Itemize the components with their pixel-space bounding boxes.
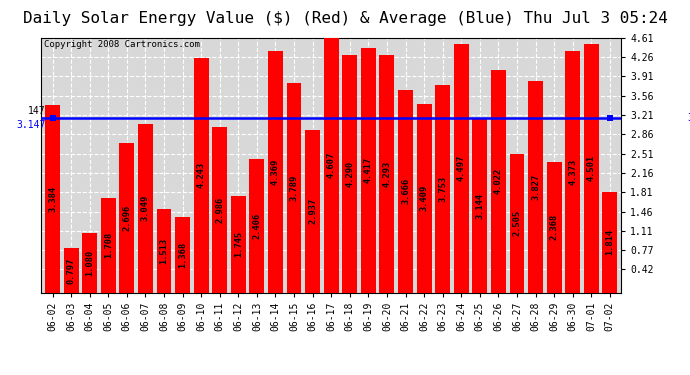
Text: 0.797: 0.797	[67, 257, 76, 284]
Text: 4.293: 4.293	[382, 160, 391, 187]
Bar	[231, 196, 246, 292]
Bar	[602, 192, 618, 292]
Bar	[565, 51, 580, 292]
Text: 3.666: 3.666	[401, 178, 410, 204]
Bar	[82, 233, 97, 292]
Text: 3.144: 3.144	[475, 192, 484, 219]
Text: 4.607: 4.607	[326, 152, 336, 178]
Bar	[528, 81, 543, 292]
Text: 4.501: 4.501	[586, 155, 595, 181]
Text: 1.080: 1.080	[85, 249, 95, 276]
Text: 3.827: 3.827	[531, 174, 540, 200]
Bar	[101, 198, 116, 292]
Text: 4.417: 4.417	[364, 157, 373, 183]
Text: 2.696: 2.696	[122, 205, 131, 231]
Bar	[417, 104, 431, 292]
Bar	[157, 209, 171, 292]
Bar	[250, 159, 264, 292]
Bar	[45, 105, 60, 292]
Bar	[361, 48, 376, 292]
Text: 3.049: 3.049	[141, 195, 150, 221]
Text: 4.022: 4.022	[494, 168, 503, 194]
Text: 4.497: 4.497	[457, 155, 466, 181]
Text: 4.369: 4.369	[271, 159, 280, 185]
Bar	[546, 162, 562, 292]
Text: 3.147: 3.147	[688, 113, 690, 123]
Bar	[473, 118, 487, 292]
Text: 1.814: 1.814	[605, 229, 614, 255]
Bar	[194, 58, 208, 292]
Text: 1.745: 1.745	[234, 231, 243, 257]
Text: 147: 147	[28, 106, 46, 116]
Bar	[138, 124, 153, 292]
Text: 4.373: 4.373	[568, 158, 578, 184]
Bar	[509, 154, 524, 292]
Bar	[175, 217, 190, 292]
Bar	[491, 70, 506, 292]
Bar	[286, 83, 302, 292]
Bar	[305, 130, 320, 292]
Bar	[342, 55, 357, 292]
Text: 1.513: 1.513	[159, 237, 168, 264]
Bar	[435, 85, 450, 292]
Text: Copyright 2008 Cartronics.com: Copyright 2008 Cartronics.com	[44, 40, 200, 49]
Text: 2.406: 2.406	[253, 213, 262, 239]
Text: 2.368: 2.368	[550, 214, 559, 240]
Text: 4.243: 4.243	[197, 162, 206, 188]
Text: 2.505: 2.505	[513, 210, 522, 236]
Text: 3.753: 3.753	[438, 176, 447, 202]
Bar	[324, 38, 339, 292]
Bar	[63, 248, 79, 292]
Text: 2.986: 2.986	[215, 197, 224, 223]
Text: 2.937: 2.937	[308, 198, 317, 224]
Bar	[119, 143, 135, 292]
Bar	[398, 90, 413, 292]
Text: 3.147: 3.147	[17, 120, 46, 130]
Text: 1.368: 1.368	[178, 242, 187, 268]
Text: 3.384: 3.384	[48, 186, 57, 212]
Text: 1.708: 1.708	[104, 232, 112, 258]
Bar	[454, 44, 469, 292]
Text: 3.789: 3.789	[290, 175, 299, 201]
Text: 3.409: 3.409	[420, 185, 428, 211]
Bar	[584, 44, 599, 292]
Bar	[268, 51, 283, 292]
Bar	[380, 55, 395, 292]
Text: Daily Solar Energy Value ($) (Red) & Average (Blue) Thu Jul 3 05:24: Daily Solar Energy Value ($) (Red) & Ave…	[23, 11, 667, 26]
Bar	[213, 128, 227, 292]
Text: 4.290: 4.290	[345, 161, 354, 187]
